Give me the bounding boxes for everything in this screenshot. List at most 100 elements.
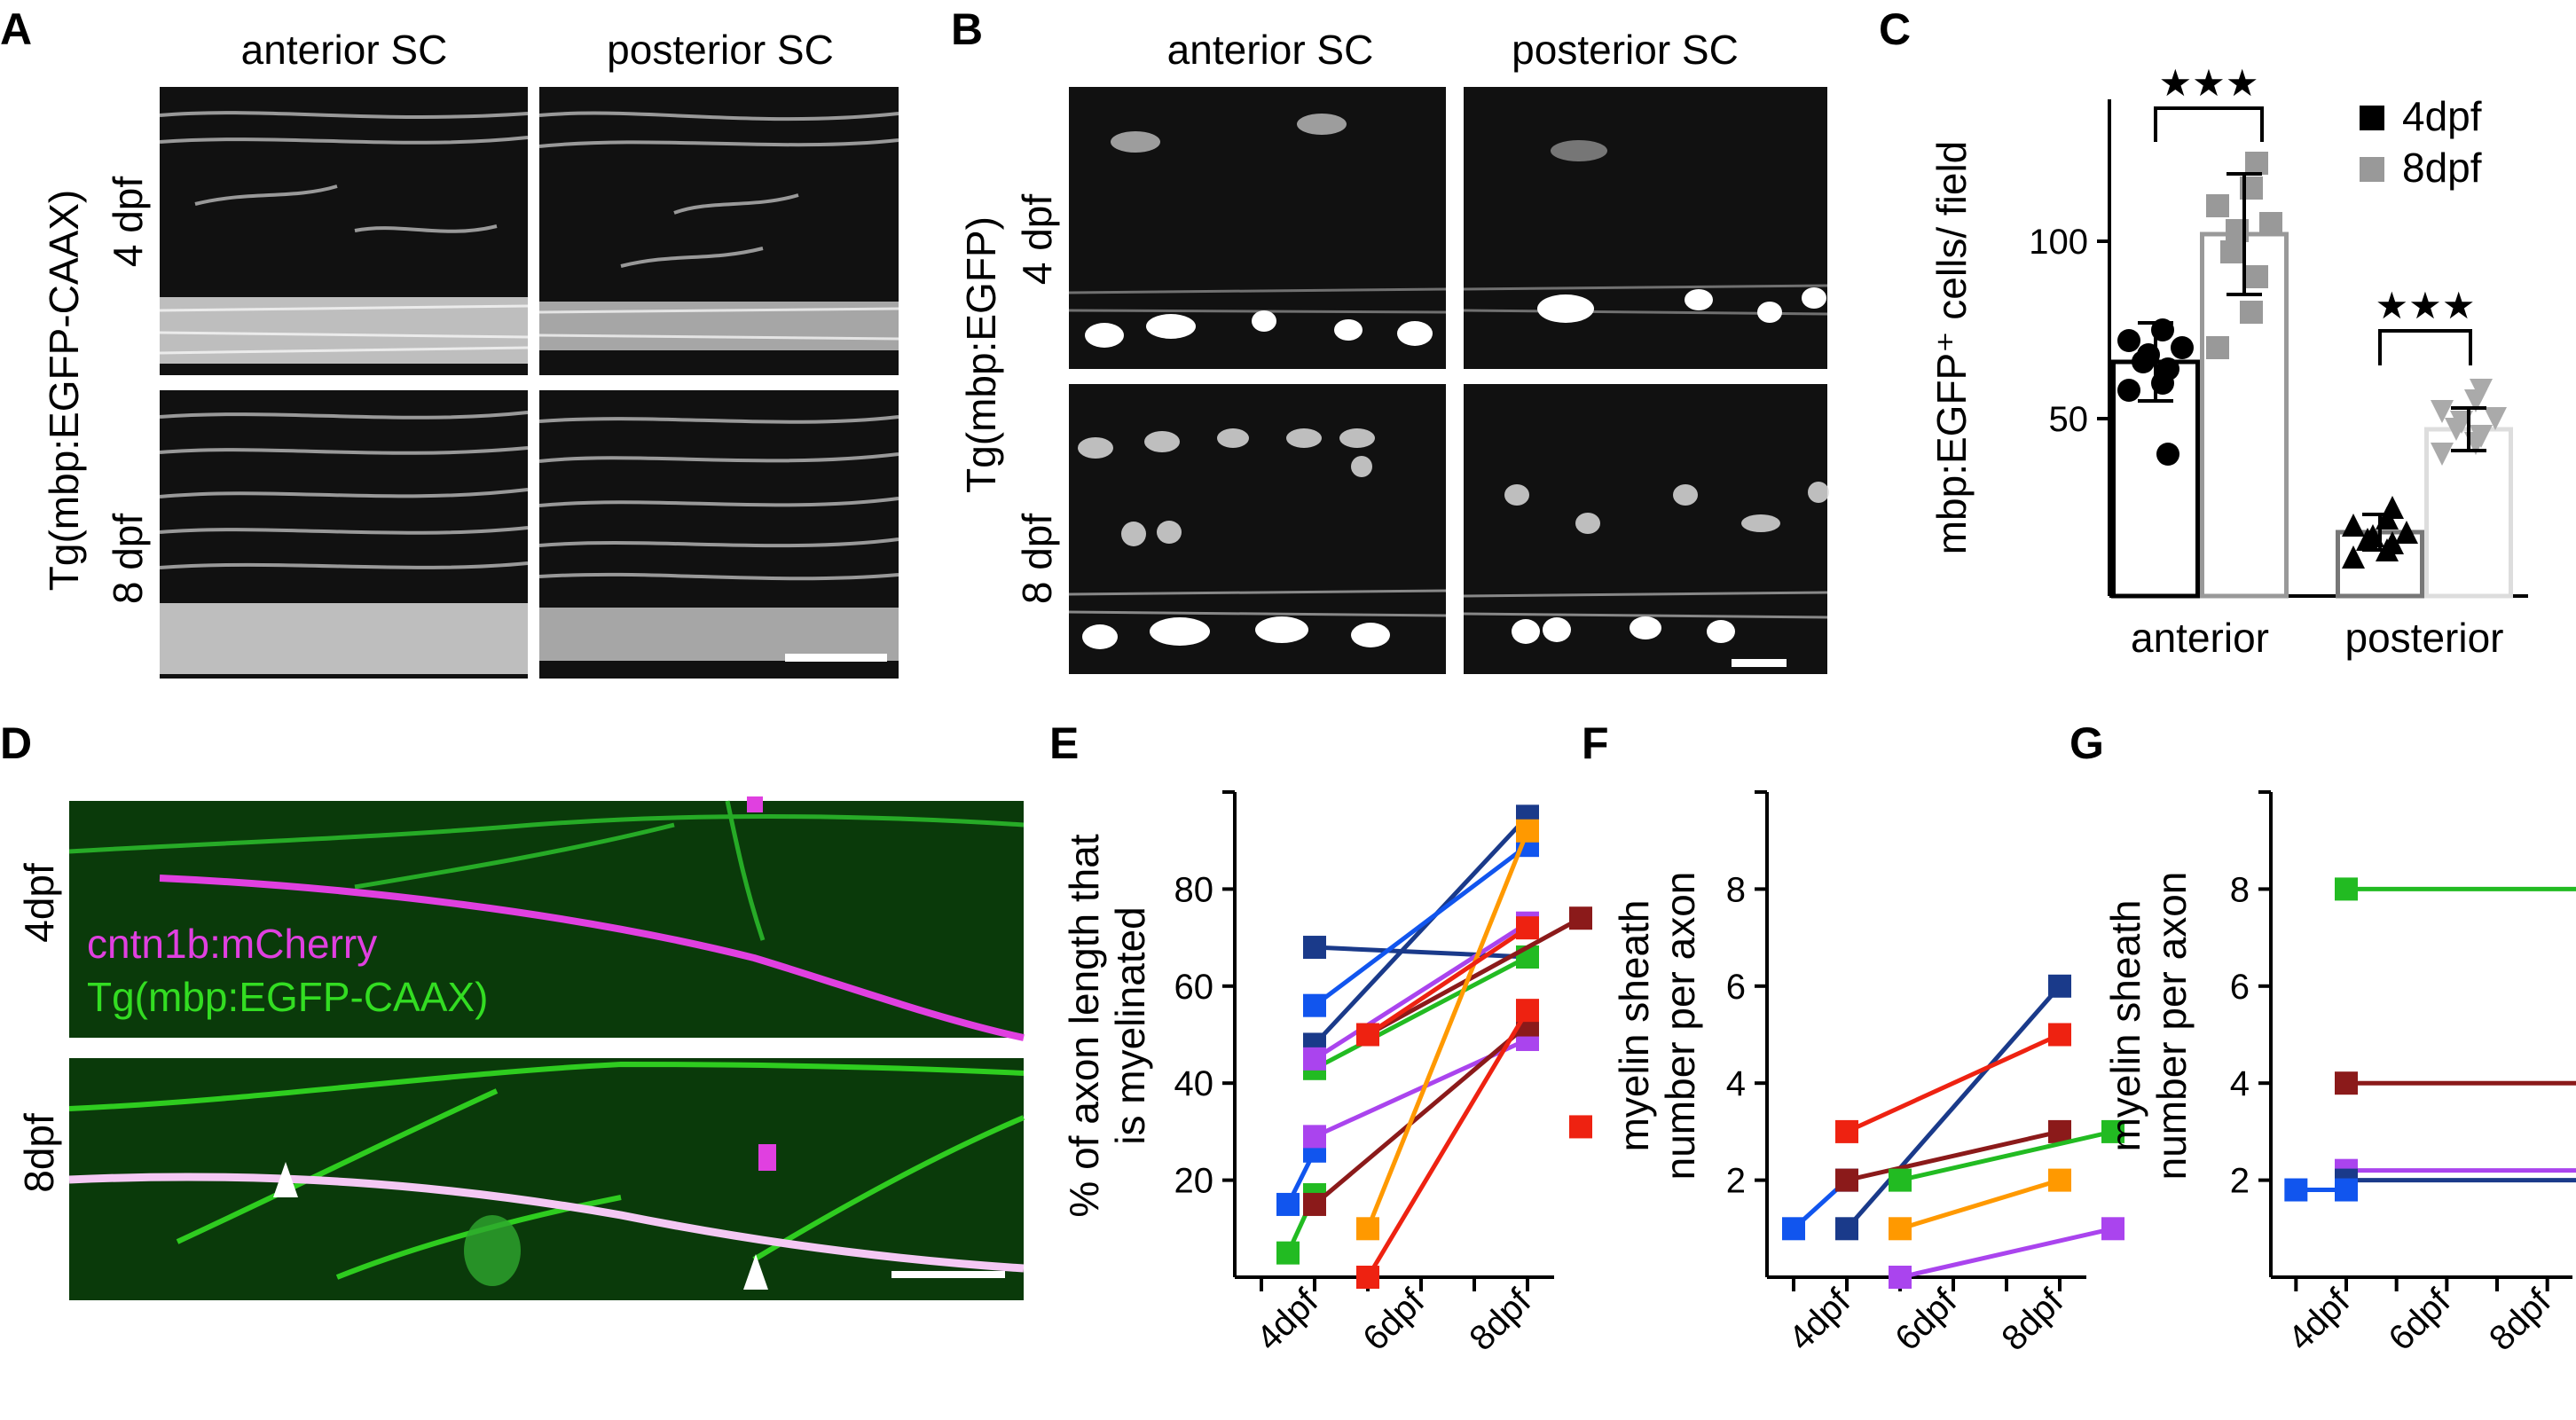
c-y-axis-label: mbp:EGFP⁺ cells/ field	[1928, 141, 1975, 555]
g-y-tick-label: 2	[2230, 1162, 2250, 1201]
e-data-point	[1569, 1115, 1592, 1139]
d-row-label-4dpf: 4dpf	[16, 863, 62, 943]
f-data-point	[1835, 1217, 1858, 1241]
e-data-point	[1276, 1192, 1300, 1216]
c-legend-swatch	[2360, 157, 2384, 182]
f-x-tick-label: 4dpf	[1781, 1282, 1858, 1359]
d-row-label-8dpf: 8dpf	[16, 1113, 62, 1193]
f-y-tick-label: 8	[1726, 870, 1746, 909]
f-data-point	[2048, 1168, 2071, 1192]
e-series-line	[1313, 814, 1529, 1047]
c-data-point	[2156, 443, 2179, 466]
c-data-point	[2245, 152, 2268, 175]
c-data-point	[2245, 265, 2268, 288]
e-y-axis-label: is myelinated	[1107, 906, 1153, 1144]
f-data-point	[2048, 1023, 2071, 1047]
f-x-tick-label: 6dpf	[1888, 1282, 1965, 1359]
e-data-point	[1303, 936, 1326, 960]
f-y-axis-label: myelin sheath	[1611, 900, 1657, 1152]
f-y-tick-label: 4	[1726, 1064, 1746, 1103]
panel-letter-a: A	[0, 4, 32, 54]
a-micrograph-8dpf-anterior	[159, 390, 529, 679]
a-row-label-line: Tg(mbp:EGFP-CAAX)	[41, 190, 87, 591]
f-data-point	[1835, 1168, 1858, 1192]
a-micrograph-8dpf-posterior	[538, 390, 899, 679]
f-series-line	[1899, 1178, 2061, 1231]
b-scale-bar	[1732, 659, 1787, 667]
c-y-tick-label: 50	[2049, 400, 2089, 439]
panel-letter-c: C	[1879, 4, 1911, 54]
e-data-point	[1276, 1241, 1300, 1265]
g-x-tick-label: 6dpf	[2382, 1282, 2459, 1359]
e-series-line	[1313, 921, 1529, 1061]
g-x-tick-label: 8dpf	[2482, 1282, 2559, 1359]
c-data-point	[2470, 379, 2493, 402]
c-data-point	[2171, 336, 2194, 359]
e-data-point	[1303, 1125, 1326, 1149]
e-data-point	[1356, 1023, 1379, 1047]
c-legend-label: 8dpf	[2402, 145, 2482, 191]
f-data-point	[1782, 1217, 1805, 1241]
e-series-line	[1365, 1008, 1530, 1279]
c-significance-bracket	[2378, 329, 2472, 365]
e-series-line	[1313, 954, 1529, 1071]
f-series-line	[1845, 985, 2062, 1230]
b-micrograph-8dpf-anterior	[1068, 384, 1447, 674]
b-row-label-4dpf: 4 dpf	[1014, 194, 1060, 286]
e-series-line	[1314, 945, 1528, 960]
c-data-point	[2470, 425, 2493, 448]
f-y-tick-label: 2	[1726, 1162, 1746, 1201]
d-legend-egfp: Tg(mbp:EGFP-CAAX)	[87, 974, 488, 1020]
g-data-point	[2335, 877, 2358, 901]
e-x-tick-label: 6dpf	[1355, 1282, 1433, 1359]
c-x-tick-label: posterior	[2345, 615, 2504, 661]
e-data-point	[1516, 916, 1539, 940]
panel-letter-d: D	[0, 718, 32, 768]
e-y-tick-label: 20	[1174, 1162, 1214, 1201]
panel-letter-b: B	[951, 4, 983, 54]
c-data-point	[2156, 357, 2179, 380]
g-y-axis-label: number per axon	[2148, 872, 2195, 1181]
f-data-point	[2101, 1217, 2124, 1241]
g-x-tick-label: 4dpf	[2281, 1282, 2358, 1359]
f-series-line	[1846, 1129, 2061, 1183]
e-series-line	[1366, 916, 1583, 1037]
f-data-point	[1889, 1217, 1912, 1241]
b-micrograph-4dpf-posterior	[1463, 87, 1828, 369]
e-y-axis-label: % of axon length that	[1061, 834, 1107, 1217]
chart-c: 50 100 mbp:EGFP⁺ cells/ field anterior poste…	[1928, 62, 2528, 661]
c-data-point	[2342, 545, 2365, 569]
f-data-point	[2048, 1119, 2071, 1143]
e-data-point	[1516, 819, 1539, 843]
g-data-point	[2284, 1178, 2308, 1202]
e-data-point	[1356, 1266, 1379, 1289]
f-data-point	[2101, 1119, 2124, 1143]
f-data-point	[1835, 1119, 1858, 1143]
e-y-tick-label: 60	[1174, 968, 1214, 1007]
e-data-point	[1303, 993, 1326, 1017]
chart-f: 2 4 6 8 4dpf 6dpf 8dpf myelin sheath number per …	[1611, 790, 2124, 1359]
f-y-tick-label: 6	[1726, 968, 1746, 1007]
e-data-point	[1303, 1047, 1326, 1071]
a-row-label-4dpf: 4 dpf	[105, 177, 151, 268]
d-legend-mcherry: cntn1b:mCherry	[87, 921, 377, 967]
a-micrograph-4dpf-posterior	[538, 87, 899, 375]
c-significance-bracket	[2154, 106, 2264, 142]
f-series-line	[1845, 1032, 2062, 1134]
c-data-point	[2259, 212, 2282, 235]
f-data-point	[1889, 1266, 1912, 1289]
c-significance-stars: ★★★	[2159, 62, 2259, 104]
b-micrograph-4dpf-anterior	[1068, 87, 1447, 369]
e-series-line	[1313, 843, 1529, 1008]
a-micrograph-4dpf-anterior	[159, 87, 529, 375]
f-x-tick-label: 8dpf	[1994, 1282, 2071, 1359]
a-col-label-posterior: posterior SC	[607, 27, 834, 73]
c-significance-stars: ★★★	[2376, 285, 2476, 326]
g-data-point	[2335, 1071, 2358, 1095]
panel-letter-g: G	[2069, 718, 2104, 768]
e-series-line	[1365, 829, 1530, 1230]
f-data-point	[2048, 974, 2071, 998]
g-data-point	[2335, 1178, 2358, 1202]
c-legend-swatch	[2360, 106, 2384, 130]
g-y-tick-label: 6	[2230, 968, 2250, 1007]
